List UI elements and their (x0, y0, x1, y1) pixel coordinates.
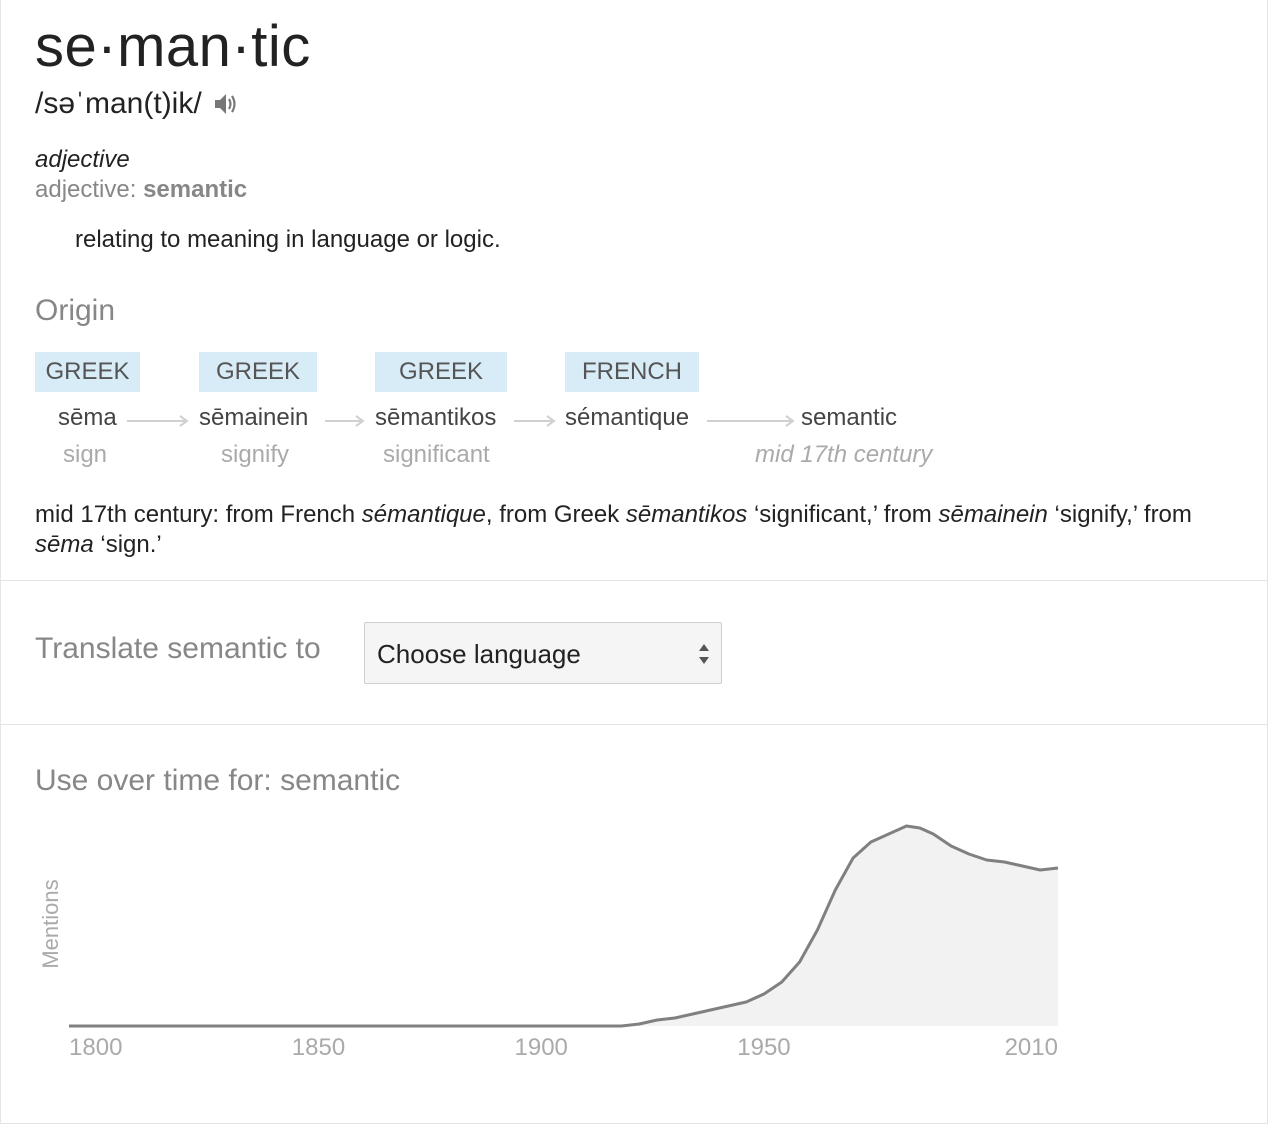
definition-text: relating to meaning in language or logic… (75, 226, 501, 253)
origin-term: sēmainein (938, 501, 1048, 528)
x-tick-label: 1850 (292, 1034, 345, 1061)
updown-arrows-icon (699, 644, 709, 664)
origin-word: sēmantikos (375, 404, 497, 431)
origin-lang-tag: FRENCH (565, 352, 699, 392)
origin-text-part: ‘significant,’ from (747, 501, 939, 528)
x-tick-label: 2010 (1005, 1034, 1058, 1061)
headword: se·man·tic (35, 14, 311, 79)
origin-word: sēmainein (199, 404, 309, 431)
arrow-right-icon (127, 415, 189, 427)
origin-gloss: sign (63, 441, 108, 468)
y-axis-label: Mentions (38, 879, 63, 968)
section-divider (1, 724, 1267, 725)
speaker-icon[interactable] (210, 88, 242, 120)
origin-text-part: mid 17th century: from French (35, 501, 362, 528)
origin-word: sémantique (565, 404, 690, 431)
origin-lang-tag: GREEK (35, 352, 140, 392)
origin-lang-tag: GREEK (375, 352, 507, 392)
arrow-right-icon (514, 415, 556, 427)
definition-section: se·man·tic /səˈman(t)ik/ adjective adjec… (1, 0, 1267, 580)
usage-title: Use over time for: semantic (35, 764, 401, 797)
origin-term: sēma (35, 531, 94, 558)
translate-label: Translate semantic to (35, 632, 321, 665)
pronunciation: /səˈman(t)ik/ (35, 87, 202, 120)
origin-text-part: ‘signify,’ from (1047, 501, 1192, 528)
language-select-value: Choose language (377, 639, 581, 669)
origin-term: sēmantikos (625, 501, 748, 528)
origin-gloss: signify (221, 441, 290, 468)
section-divider (1, 580, 1267, 581)
usage-area (69, 826, 1058, 1026)
language-select[interactable]: Choose language (364, 622, 722, 684)
x-tick-label: 1900 (515, 1034, 568, 1061)
origin-term: sémantique (361, 501, 486, 528)
pronunciation-row: /səˈman(t)ik/ (35, 84, 242, 124)
origin-gloss: significant (383, 441, 490, 468)
origin-gloss: mid 17th century (755, 441, 933, 468)
part-of-speech: adjective (35, 146, 130, 173)
origin-title: Origin (35, 294, 116, 327)
part-of-speech-line: adjective: semantic (35, 176, 247, 204)
x-tick-label: 1950 (737, 1034, 790, 1061)
origin-word: sēma (58, 404, 117, 431)
arrow-right-icon (707, 415, 795, 427)
usage-line (69, 824, 1059, 1028)
usage-chart: 1800 1850 1900 1950 2010 Mentions (38, 824, 1059, 1061)
origin-lang-tag: GREEK (199, 352, 317, 392)
pos-word: semantic (143, 176, 248, 203)
origin-text-part: ‘sign.’ (93, 531, 162, 558)
arrow-right-icon (325, 415, 365, 427)
origin-word: semantic (801, 404, 898, 431)
x-tick-label: 1800 (69, 1034, 122, 1061)
origin-text-part: , from Greek (485, 501, 626, 528)
pos-prefix: adjective: (35, 176, 144, 203)
origin-description: mid 17th century: from French sémantique… (35, 500, 1245, 560)
